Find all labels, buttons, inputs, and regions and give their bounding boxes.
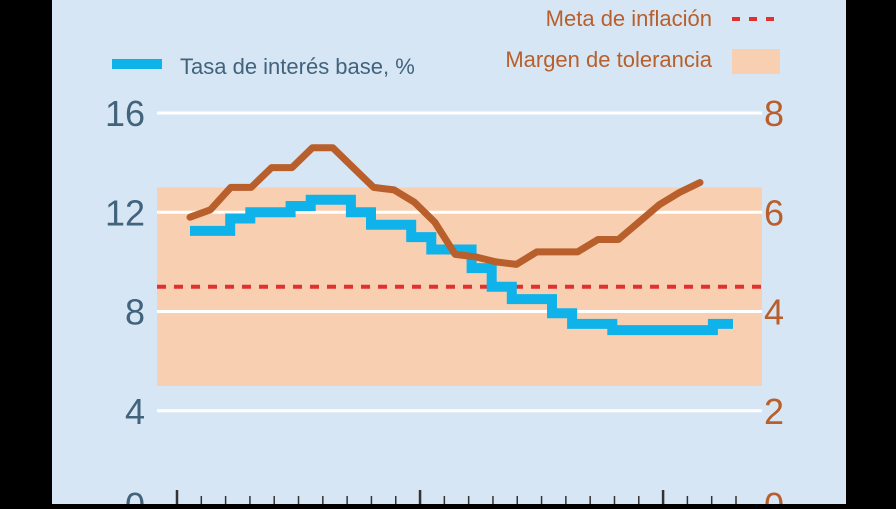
right-axis-tick-label: 6 xyxy=(764,192,784,233)
right-axis-tick-label: 4 xyxy=(764,292,784,333)
left-axis-zero-label: 0 xyxy=(125,485,145,504)
tolerance-band-layer xyxy=(157,187,762,386)
legend-label-policy-rate: Tasa de interés base, % xyxy=(180,54,415,79)
right-axis-zero-label: 0 xyxy=(764,485,784,504)
gridline-layer xyxy=(157,111,762,413)
left-axis-tick-label: 16 xyxy=(105,93,145,134)
left-axis-tick-label: 8 xyxy=(125,292,145,333)
left-axis-tick-label: 4 xyxy=(125,391,145,432)
axis-layer: 4 8 12 16 2 4 6 8 0 0 xyxy=(105,93,784,509)
right-axis-tick-label: 8 xyxy=(764,93,784,134)
right-axis-tick-label: 2 xyxy=(764,391,784,432)
legend-label-target: Meta de inflación xyxy=(546,6,712,31)
legend-swatch-policy-rate xyxy=(112,59,162,69)
inflation-line xyxy=(186,144,704,268)
legend: Tasa de interés base, % Meta de inflació… xyxy=(112,6,782,79)
legend-swatch-band xyxy=(732,49,780,74)
series-layer xyxy=(186,144,733,336)
legend-label-band: Margen de tolerancia xyxy=(505,47,712,72)
left-axis-tick-label: 12 xyxy=(105,192,145,233)
tolerance-band xyxy=(157,187,762,386)
